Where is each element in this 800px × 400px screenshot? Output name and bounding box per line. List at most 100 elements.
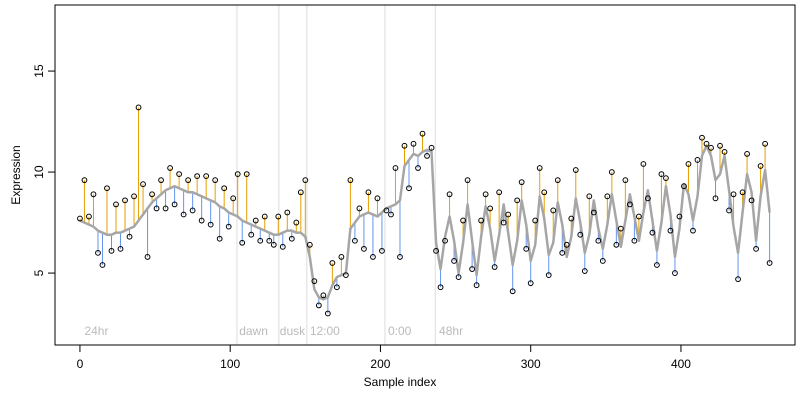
- point: [608, 169, 615, 175]
- point: [239, 239, 246, 246]
- point: [144, 254, 151, 260]
- point: [86, 213, 92, 220]
- point: [437, 284, 444, 291]
- x-tick-label: 0: [77, 357, 84, 371]
- point: [171, 201, 178, 208]
- point: [451, 258, 457, 264]
- point: [482, 191, 489, 198]
- point: [699, 134, 705, 141]
- annotation: dawn: [239, 324, 268, 338]
- point: [753, 245, 759, 252]
- point: [248, 231, 255, 238]
- point: [225, 223, 232, 230]
- point: [442, 237, 448, 244]
- point: [167, 165, 173, 171]
- point: [676, 213, 683, 220]
- point: [95, 249, 101, 256]
- point: [505, 211, 512, 218]
- y-tick-label: 5: [32, 269, 46, 276]
- point: [509, 288, 516, 295]
- point: [356, 205, 363, 212]
- y-tick-label: 15: [32, 64, 46, 78]
- point: [176, 171, 183, 177]
- point: [446, 191, 453, 198]
- point: [252, 217, 259, 224]
- point: [113, 201, 119, 208]
- point: [568, 215, 575, 222]
- point: [595, 237, 602, 244]
- point: [149, 191, 155, 198]
- point: [117, 245, 124, 252]
- fitted-line: [79, 144, 771, 301]
- point: [523, 245, 530, 252]
- point: [99, 262, 106, 268]
- point: [762, 140, 768, 147]
- point: [180, 211, 187, 218]
- point: [77, 215, 83, 222]
- point: [626, 201, 633, 208]
- point: [288, 235, 295, 242]
- point: [397, 254, 403, 260]
- point: [320, 292, 327, 299]
- point: [739, 189, 746, 196]
- annotation: 12:00: [310, 324, 340, 338]
- plot-area: 24hr dawn dusk 12:00 0:00 48hr: [77, 5, 773, 345]
- point: [261, 213, 268, 220]
- point: [604, 193, 611, 200]
- point: [744, 150, 750, 157]
- point: [388, 211, 394, 218]
- point: [572, 167, 579, 173]
- point: [496, 189, 503, 196]
- point: [243, 171, 250, 177]
- point: [266, 237, 273, 244]
- point: [645, 195, 651, 202]
- point: [216, 235, 223, 242]
- point: [730, 191, 737, 198]
- annotation: 24hr: [84, 324, 108, 338]
- point: [212, 177, 219, 184]
- x-tick-label: 400: [671, 357, 691, 371]
- point: [672, 270, 678, 276]
- point: [631, 237, 638, 244]
- point: [581, 268, 588, 274]
- point: [491, 264, 498, 270]
- point: [622, 177, 629, 184]
- point: [140, 181, 146, 188]
- point: [230, 195, 237, 202]
- point: [649, 229, 656, 236]
- x-tick-label: 200: [370, 357, 390, 371]
- point: [545, 272, 552, 279]
- point: [410, 140, 417, 147]
- point: [514, 197, 521, 204]
- point: [428, 144, 435, 151]
- point: [338, 254, 345, 260]
- point: [153, 205, 160, 212]
- annotation: 0:00: [388, 324, 412, 338]
- point: [469, 266, 476, 272]
- point: [279, 243, 286, 250]
- point: [478, 217, 485, 224]
- point: [315, 302, 322, 309]
- point: [424, 153, 430, 159]
- point: [487, 205, 494, 212]
- point: [347, 177, 354, 184]
- point: [126, 233, 133, 240]
- point: [663, 175, 669, 182]
- annotation: dusk: [280, 324, 306, 338]
- point: [464, 177, 471, 184]
- point: [284, 209, 291, 216]
- point: [757, 163, 764, 169]
- point: [559, 249, 566, 256]
- point: [162, 205, 169, 212]
- point: [108, 247, 115, 254]
- point: [590, 209, 597, 216]
- annotation: 48hr: [439, 324, 463, 338]
- x-axis-title: Sample index: [364, 375, 437, 389]
- point: [374, 195, 381, 202]
- point: [306, 241, 313, 248]
- point: [708, 144, 714, 151]
- point: [550, 207, 557, 214]
- point: [329, 260, 336, 266]
- point: [342, 272, 349, 279]
